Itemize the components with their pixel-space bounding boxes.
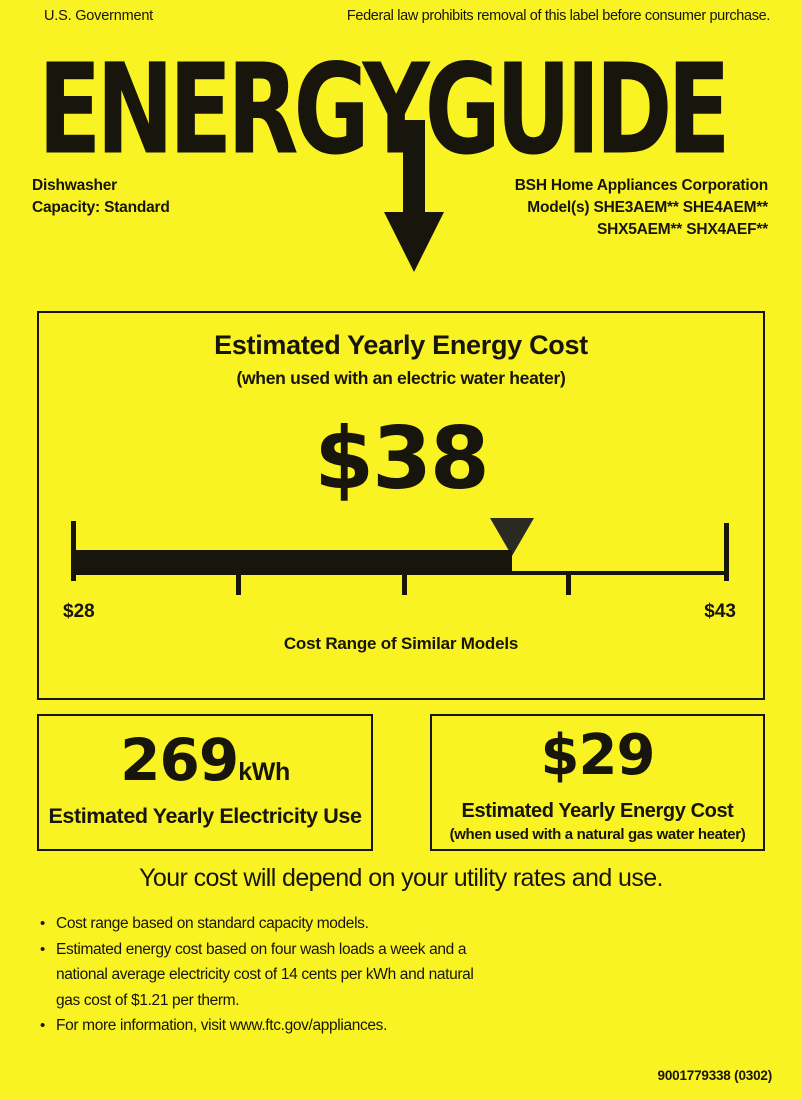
main-box-subtitle: (when used with an electric water heater… bbox=[236, 368, 566, 388]
footnote-text: For more information, visit www.ftc.gov/… bbox=[56, 1017, 388, 1034]
footnotes-list: • Cost range based on standard capacity … bbox=[36, 911, 596, 1039]
scale-tick-1 bbox=[236, 575, 241, 595]
electricity-unit: kWh bbox=[238, 758, 290, 786]
appliance-type: Dishwasher bbox=[32, 177, 118, 194]
gas-cost-value: $29 bbox=[540, 723, 656, 788]
scale-tick-3 bbox=[566, 575, 571, 595]
down-arrow-icon bbox=[384, 120, 444, 272]
label-header: U.S. Government Federal law prohibits re… bbox=[0, 8, 802, 30]
scale-right-endcap bbox=[724, 523, 729, 581]
energyguide-logo: ENERGYGUIDE bbox=[0, 37, 802, 183]
estimated-yearly-gas-cost-box: $29 Estimated Yearly Energy Cost (when u… bbox=[430, 714, 765, 851]
scale-filled-bar bbox=[71, 550, 512, 575]
model-numbers-line1: Model(s) SHE3AEM** SHE4AEM** bbox=[527, 199, 768, 216]
electricity-value-line: 269kWh bbox=[39, 726, 371, 794]
appliance-capacity: Capacity: Standard bbox=[32, 199, 170, 216]
footnote-text-cont: national average electricity cost of 14 … bbox=[56, 966, 474, 983]
cost-range-caption: Cost Range of Similar Models bbox=[283, 634, 519, 653]
manufacturer-info: BSH Home Appliances Corporation Model(s)… bbox=[514, 175, 769, 241]
electricity-caption: Estimated Yearly Electricity Use bbox=[48, 804, 362, 828]
manufacturer-name: BSH Home Appliances Corporation bbox=[514, 177, 769, 194]
bullet-icon: • bbox=[40, 940, 45, 958]
model-numbers-line2: SHX5AEM** SHX4AEF** bbox=[596, 221, 768, 238]
cost-range-min-label: $28 bbox=[63, 601, 95, 622]
scale-tick-2 bbox=[402, 575, 407, 595]
annual-cost-value: $38 bbox=[314, 409, 490, 509]
cost-range-max-label: $43 bbox=[704, 601, 736, 622]
us-government-text: U.S. Government bbox=[44, 8, 154, 24]
footnote-text: Estimated energy cost based on four wash… bbox=[56, 940, 467, 958]
estimated-yearly-energy-cost-box: Estimated Yearly Energy Cost (when used … bbox=[37, 311, 765, 700]
footnote-item: • Cost range based on standard capacity … bbox=[36, 911, 596, 937]
footnote-text: Cost range based on standard capacity mo… bbox=[56, 915, 369, 932]
scale-baseline bbox=[71, 571, 729, 575]
footnote-item: • For more information, visit www.ftc.go… bbox=[36, 1013, 596, 1039]
energyguide-wordmark: ENERGYGUIDE bbox=[38, 37, 731, 183]
scale-left-endcap bbox=[71, 521, 76, 581]
footnote-item: • Estimated energy cost based on four wa… bbox=[36, 937, 596, 1014]
estimated-yearly-electricity-use-box: 269kWh Estimated Yearly Electricity Use bbox=[37, 714, 373, 851]
main-box-title: Estimated Yearly Energy Cost bbox=[214, 330, 588, 360]
cost-marker-triangle bbox=[490, 518, 534, 556]
electricity-value: 269 bbox=[120, 726, 239, 794]
bullet-icon: • bbox=[40, 1017, 45, 1034]
document-code: 9001779338 (0302) bbox=[657, 1068, 773, 1083]
cost-disclaimer: Your cost will depend on your utility ra… bbox=[139, 864, 663, 892]
footnote-text-cont: gas cost of $1.21 per therm. bbox=[56, 991, 240, 1009]
federal-law-notice: Federal law prohibits removal of this la… bbox=[346, 8, 771, 24]
gas-cost-subtitle: (when used with a natural gas water heat… bbox=[449, 826, 746, 843]
gas-cost-caption: Estimated Yearly Energy Cost bbox=[461, 800, 734, 822]
appliance-info: Dishwasher Capacity: Standard bbox=[32, 175, 170, 219]
bullet-icon: • bbox=[40, 915, 45, 932]
